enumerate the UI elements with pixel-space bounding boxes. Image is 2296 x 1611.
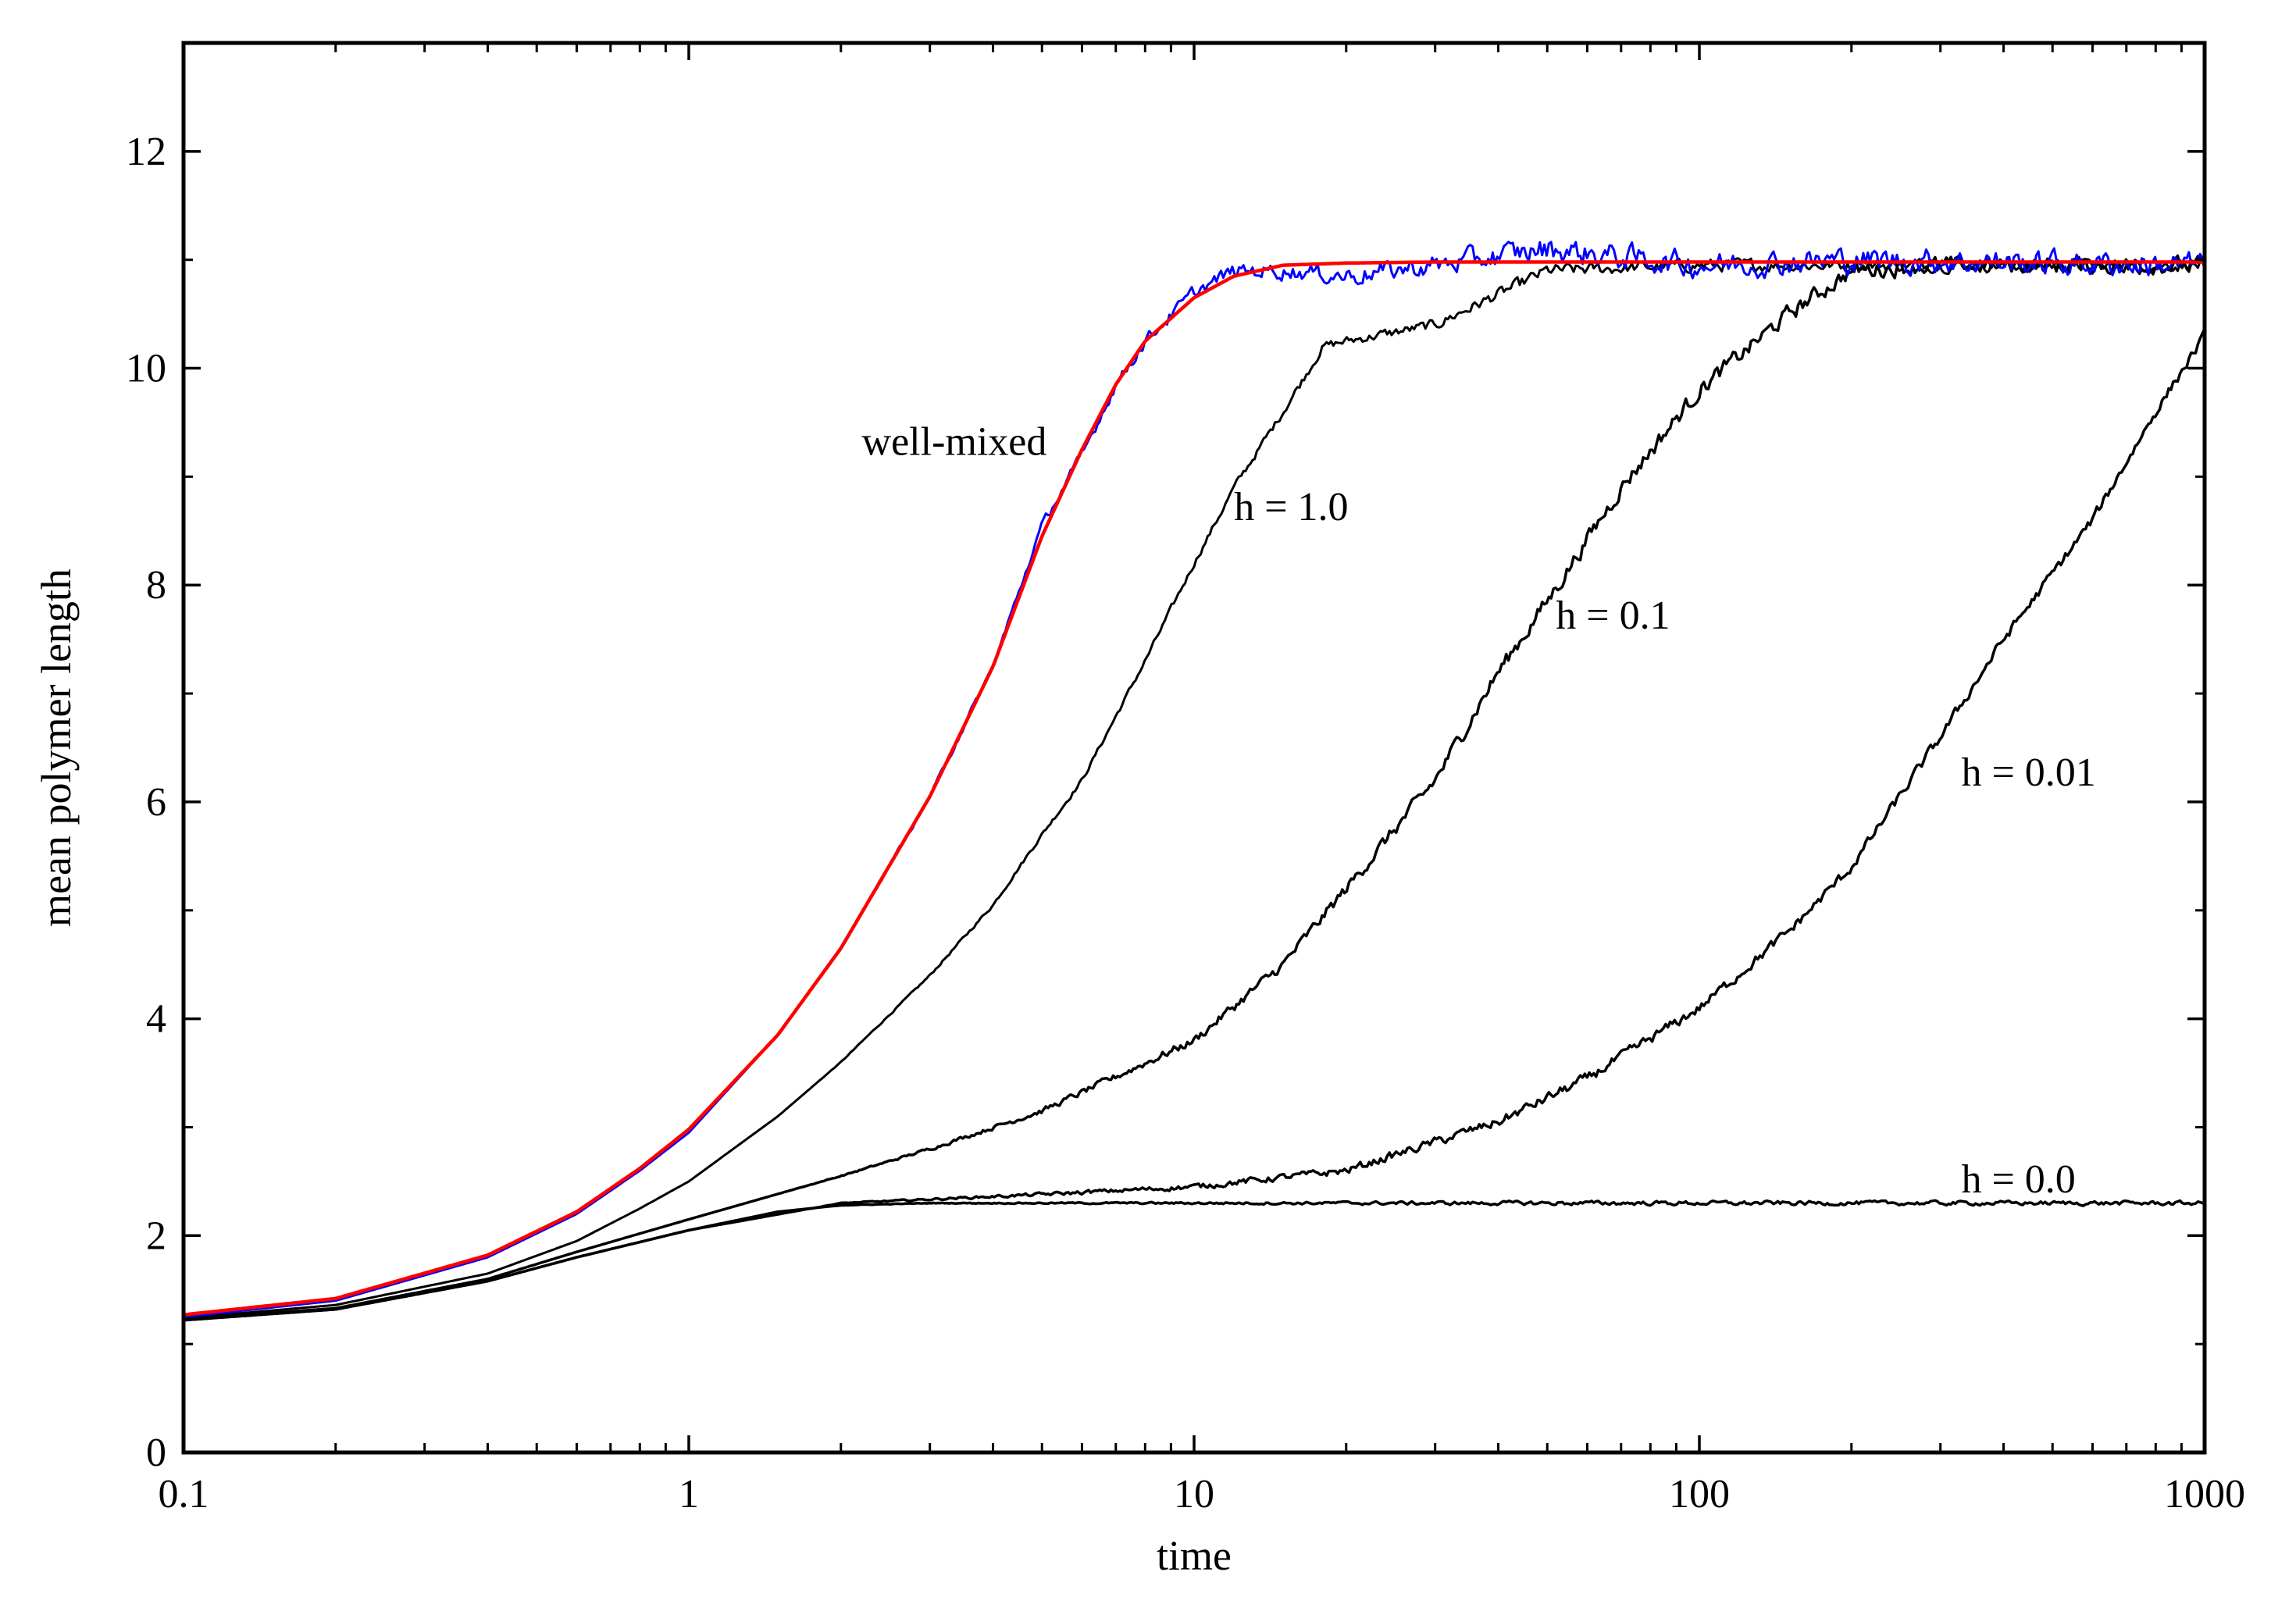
x-axis-title: time <box>1157 1532 1232 1579</box>
annotation-label: h = 1.0 <box>1234 485 1348 529</box>
y-tick-label: 6 <box>146 780 166 825</box>
annotations: well-mixed h = 1.0 h = 0.1 h = 0.01 h = 0.0 <box>862 420 2096 1202</box>
y-tick-label: 8 <box>146 563 166 608</box>
x-tick-label: 1 <box>679 1472 699 1517</box>
series-layer <box>183 241 2206 1322</box>
y-tick-label: 4 <box>146 997 166 1042</box>
annotation-label: h = 0.01 <box>1961 750 2095 795</box>
series-line-blue-simulation <box>183 241 2206 1318</box>
x-tick-label: 0.1 <box>159 1472 209 1517</box>
y-tick-label: 2 <box>146 1214 166 1258</box>
series-line-h-0-1 <box>183 253 2206 1321</box>
plot-frame <box>181 41 2207 1455</box>
x-tick-label: 100 <box>1669 1472 1730 1517</box>
y-axis-title: mean polymer length <box>33 568 80 927</box>
series-line-h-1-0 <box>183 257 2206 1320</box>
x-tick-label: 1000 <box>2164 1472 2245 1517</box>
series-line-h-0-01 <box>183 328 2206 1322</box>
y-tick-label: 10 <box>126 347 166 391</box>
y-tick-label: 12 <box>126 130 166 174</box>
x-tick-label: 10 <box>1174 1472 1214 1517</box>
annotation-label: well-mixed <box>862 420 1047 465</box>
y-tick-label: 0 <box>146 1431 166 1475</box>
ticks-layer: 0.1 1 10 100 1000 0 2 4 6 8 10 12 <box>126 43 2245 1517</box>
annotation-label: h = 0.1 <box>1556 593 1670 638</box>
annotation-label: h = 0.0 <box>1961 1157 2075 1202</box>
series-line-h-0-0 <box>183 1199 2205 1322</box>
series-line-well-mixed <box>183 260 2205 1317</box>
